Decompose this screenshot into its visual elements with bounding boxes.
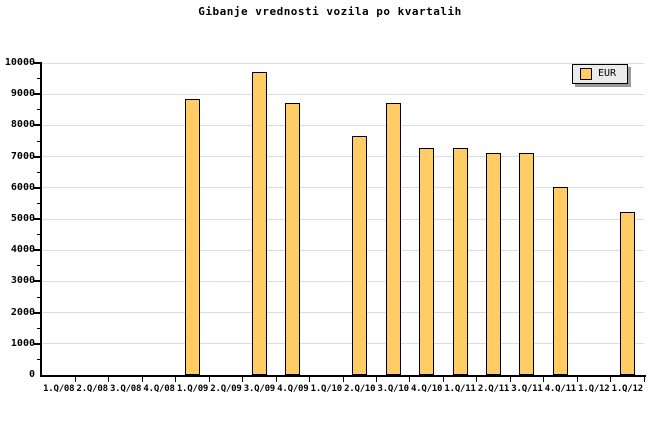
- y-major-tick: [33, 155, 42, 158]
- x-tick-label: 4.Q/08: [143, 384, 175, 394]
- bar: [419, 147, 435, 375]
- y-major-tick: [33, 249, 42, 252]
- y-minor-tick: [37, 234, 42, 236]
- bar: [285, 102, 301, 375]
- gridline: [42, 280, 644, 282]
- y-tick-label: 8000: [10, 119, 35, 131]
- x-tick-label: 2.Q/09: [210, 384, 242, 394]
- y-major-tick: [33, 311, 42, 314]
- x-tick: [242, 377, 244, 382]
- x-tick-label: 3.Q/10: [377, 384, 410, 394]
- gridline: [42, 187, 644, 189]
- x-tick: [643, 377, 645, 382]
- x-tick: [610, 377, 612, 382]
- y-minor-tick: [37, 140, 42, 142]
- gridline: [42, 218, 644, 220]
- gridline: [42, 93, 644, 95]
- bar: [251, 72, 267, 375]
- y-tick-label: 1000: [10, 337, 35, 349]
- y-major-tick: [33, 218, 42, 220]
- x-tick: [208, 377, 210, 382]
- y-major-tick: [33, 124, 42, 127]
- legend-box: EUR: [572, 64, 628, 84]
- y-minor-tick: [37, 202, 42, 204]
- bar: [452, 147, 468, 375]
- bar: [519, 152, 535, 375]
- y-major-tick: [33, 280, 42, 283]
- y-tick-label: 10000: [4, 57, 35, 68]
- x-tick-label: 2.Q/11: [477, 384, 510, 394]
- y-tick-label: 3000: [10, 275, 35, 287]
- x-tick: [476, 377, 478, 382]
- x-tick: [108, 377, 110, 382]
- bar: [552, 186, 568, 375]
- x-tick-label: 2.Q/08: [76, 384, 109, 394]
- y-minor-tick: [37, 327, 42, 329]
- x-tick: [342, 377, 344, 382]
- y-tick-label: 7000: [10, 150, 35, 162]
- x-tick-label: 1.Q/08: [43, 384, 75, 394]
- x-tick-label: 4.Q/11: [544, 384, 577, 394]
- y-minor-tick: [37, 265, 42, 267]
- gridline: [42, 156, 644, 158]
- chart-title: Gibanje vrednosti vozila po kvartalih: [198, 5, 462, 18]
- gridline: [42, 249, 644, 251]
- x-axis-line: [40, 375, 646, 377]
- x-tick: [141, 377, 143, 382]
- y-minor-tick: [37, 109, 42, 111]
- x-tick-label: 3.Q/09: [243, 384, 276, 394]
- gridline: [42, 312, 644, 314]
- x-tick: [576, 377, 578, 382]
- x-tick: [74, 377, 76, 382]
- y-major-tick: [33, 93, 42, 96]
- x-tick-label: 4.Q/09: [277, 384, 309, 394]
- legend-label: EUR: [598, 68, 617, 79]
- bar: [486, 152, 501, 375]
- x-tick: [509, 377, 511, 382]
- y-major-tick: [33, 186, 42, 189]
- x-tick-label: 1.Q/10: [310, 384, 343, 394]
- x-tick-label: 1.Q/12: [578, 384, 610, 394]
- gridline: [42, 343, 644, 345]
- y-tick-label: 5000: [10, 213, 35, 224]
- y-tick-label: 9000: [10, 88, 35, 100]
- y-tick-label: 6000: [10, 181, 35, 193]
- x-tick: [275, 377, 277, 382]
- x-tick-label: 1.Q/09: [176, 384, 209, 394]
- x-tick: [409, 377, 411, 382]
- gridline: [42, 124, 644, 126]
- bar: [619, 211, 635, 375]
- legend-swatch-icon: [580, 68, 592, 80]
- y-minor-tick: [37, 78, 42, 80]
- y-tick-label: 0: [28, 369, 35, 380]
- x-tick-label: 3.Q/08: [109, 384, 142, 394]
- x-tick-label: 1.Q/11: [444, 384, 476, 394]
- y-minor-tick: [37, 358, 42, 360]
- y-major-tick: [33, 342, 42, 345]
- bar: [352, 136, 368, 375]
- gridline: [42, 62, 644, 64]
- bar: [185, 98, 200, 375]
- x-tick: [309, 377, 311, 382]
- y-minor-tick: [37, 296, 42, 298]
- x-tick: [543, 377, 545, 382]
- y-tick-label: 4000: [10, 244, 35, 256]
- x-tick-label: 3.Q/11: [511, 384, 543, 394]
- y-major-tick: [33, 62, 42, 64]
- x-tick: [375, 377, 377, 382]
- x-tick-label: 1.Q/12: [611, 384, 644, 394]
- bar: [385, 102, 401, 375]
- x-tick: [175, 377, 177, 382]
- x-tick-label: 4.Q/10: [410, 384, 443, 394]
- x-tick: [442, 377, 444, 382]
- y-tick-label: 2000: [10, 306, 35, 318]
- x-tick-label: 2.Q/10: [344, 384, 376, 394]
- y-minor-tick: [37, 171, 42, 173]
